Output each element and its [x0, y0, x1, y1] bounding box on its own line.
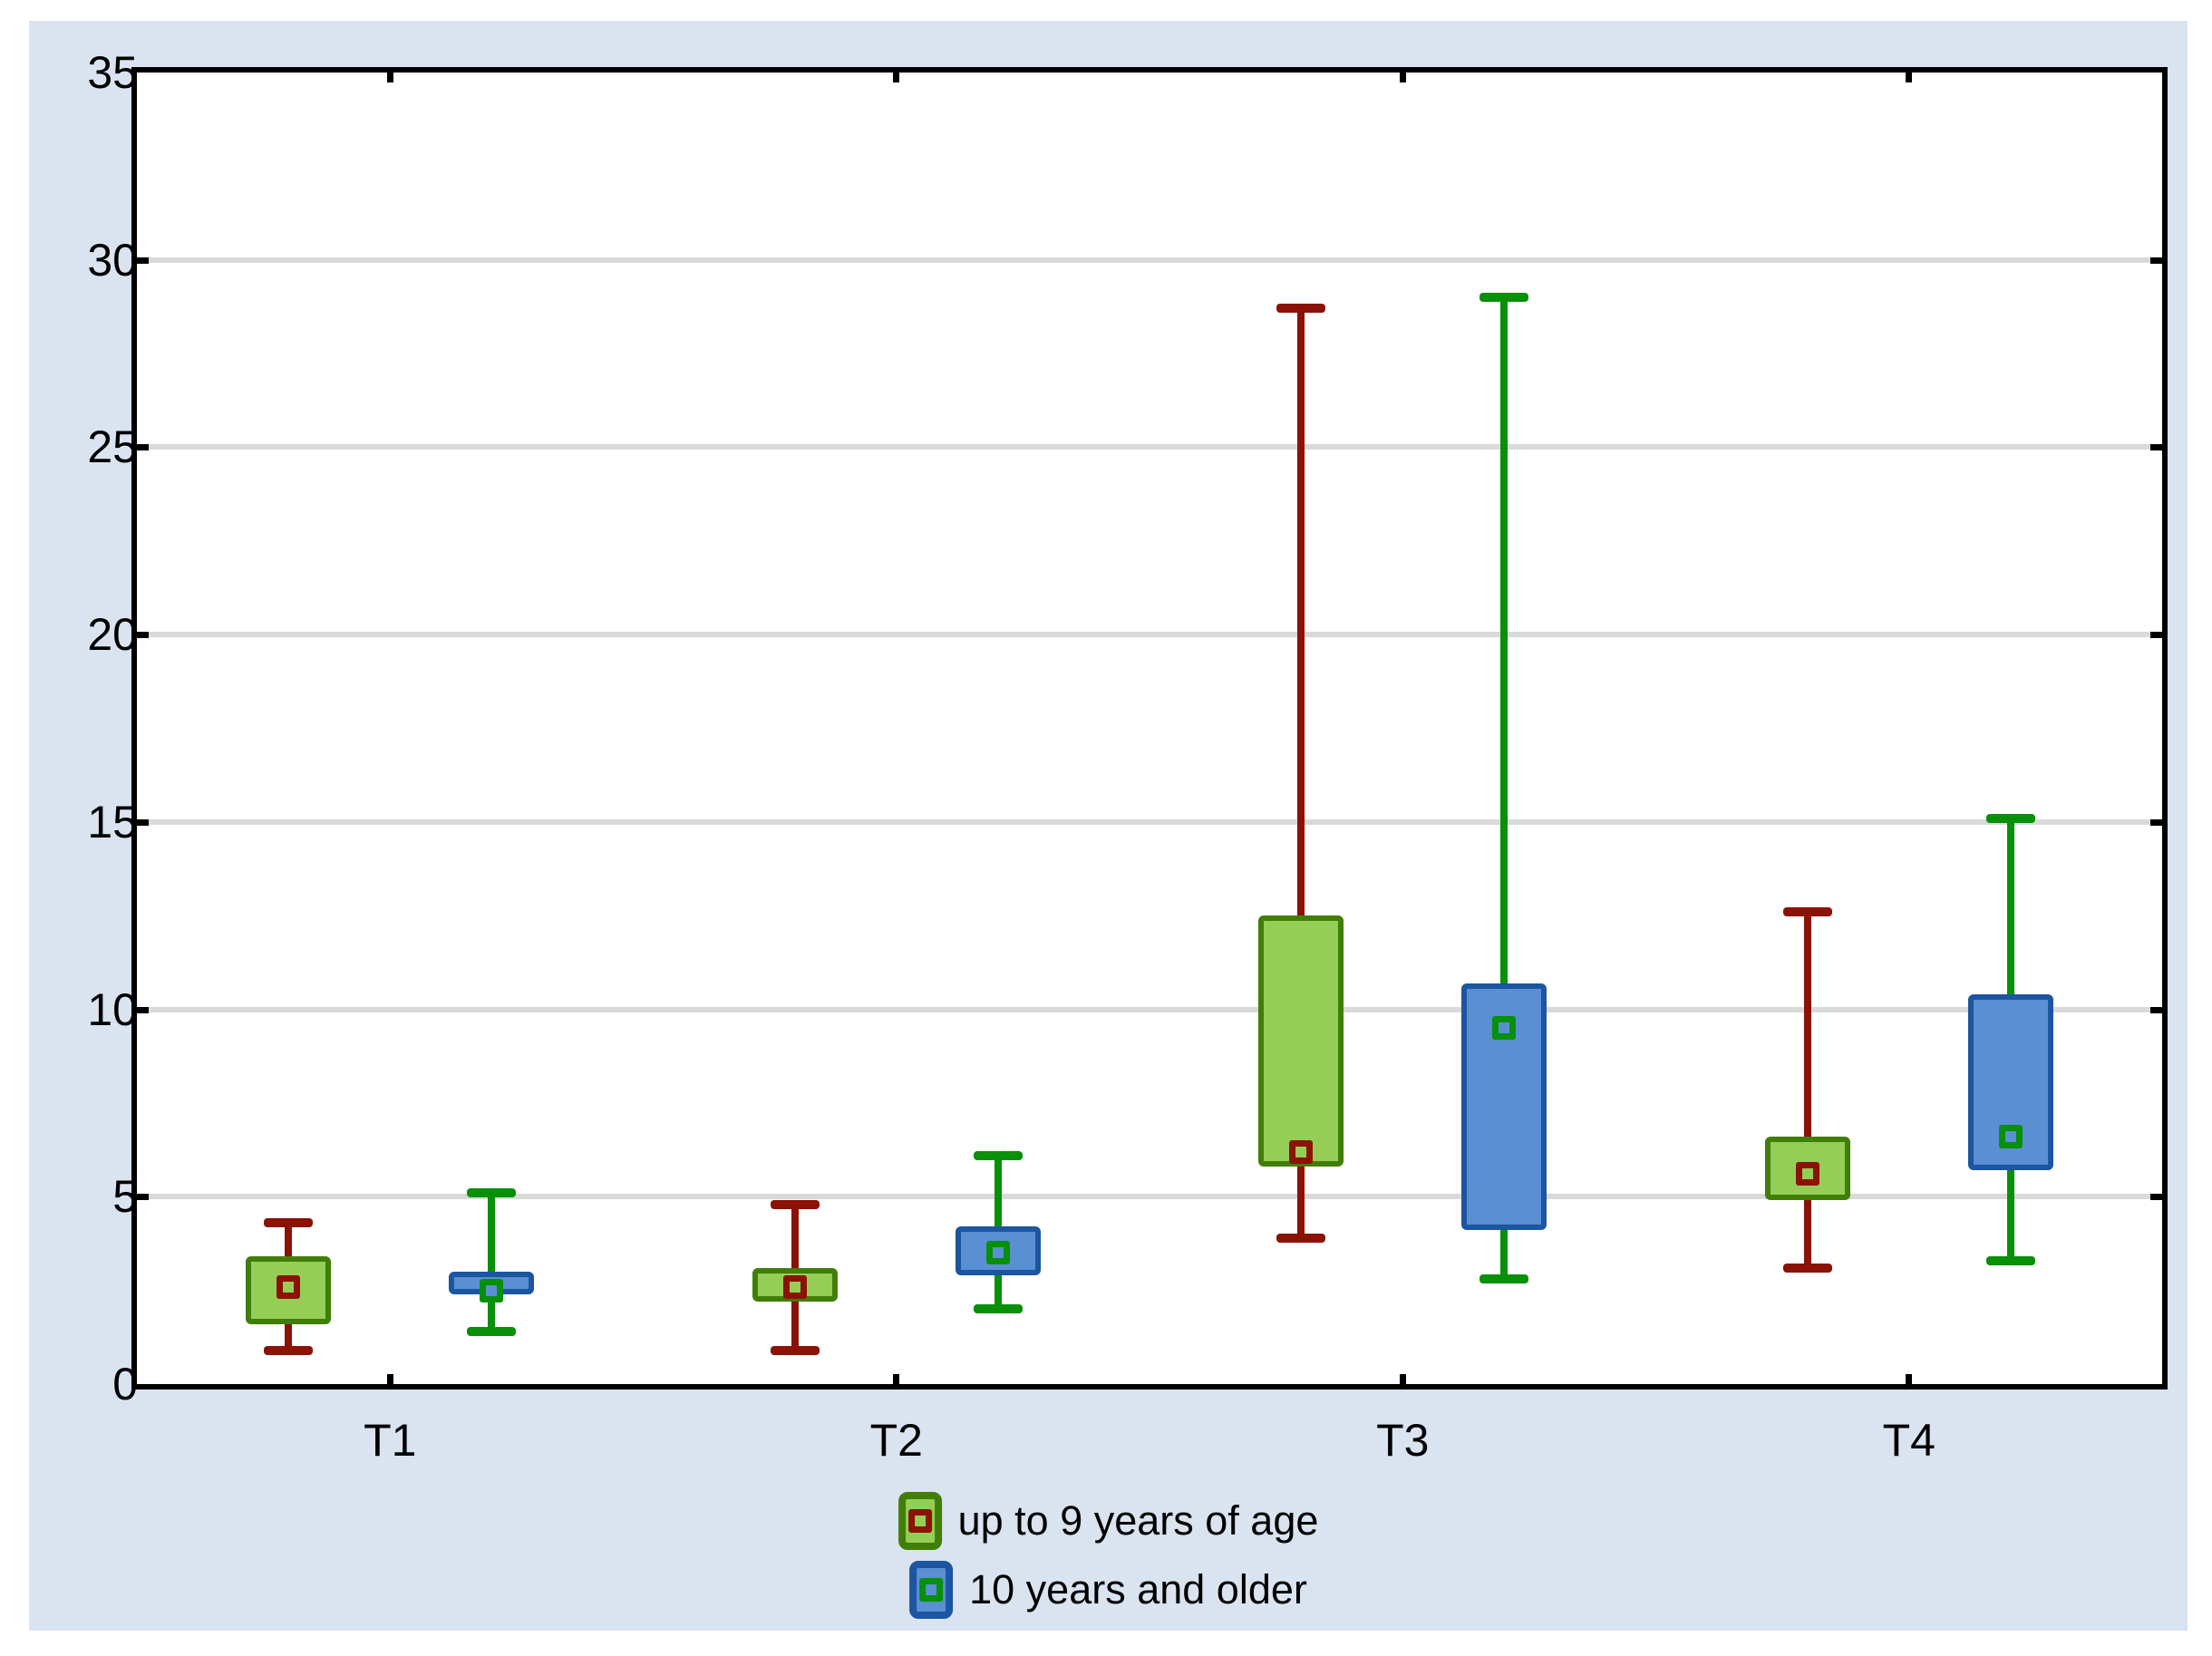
- y-axis-tick-right: [2150, 1006, 2162, 1013]
- y-tick-label: 5: [112, 1171, 138, 1223]
- whisker-cap-bottom: [1985, 1255, 2035, 1265]
- chart-canvas: up to 9 years of age 10 years and older 0…: [29, 21, 2188, 1631]
- whisker-cap-top: [1985, 813, 2035, 823]
- legend-swatch: [897, 1492, 942, 1550]
- box: [1764, 1137, 1850, 1201]
- whisker-cap-bottom: [770, 1345, 820, 1355]
- gridline: [137, 257, 2162, 263]
- y-axis-tick-right: [2150, 818, 2162, 826]
- legend-marker: [907, 1509, 932, 1533]
- median-marker: [1492, 1016, 1517, 1041]
- x-axis-tick-top: [1906, 73, 1913, 82]
- legend-item: 10 years and older: [909, 1561, 1307, 1619]
- y-tick-label: 35: [87, 47, 138, 98]
- whisker-line: [1297, 308, 1305, 1238]
- legend-marker: [919, 1578, 944, 1602]
- gridline: [137, 632, 2162, 638]
- legend: up to 9 years of age 10 years and older: [897, 1492, 1319, 1619]
- whisker-cap-bottom: [1782, 1263, 1832, 1273]
- y-tick-label: 30: [87, 234, 138, 286]
- median-marker: [1289, 1139, 1314, 1164]
- y-tick-label: 10: [87, 983, 138, 1035]
- whisker-cap-bottom: [1276, 1233, 1326, 1243]
- y-axis-tick-right: [2150, 1194, 2162, 1201]
- x-axis-tick-top: [386, 73, 393, 82]
- gridline: [137, 444, 2162, 450]
- y-axis-tick-left: [137, 818, 149, 826]
- x-axis-tick-bottom: [1399, 1374, 1406, 1384]
- gridline: [137, 818, 2162, 825]
- x-axis-tick-bottom: [386, 1374, 393, 1384]
- x-axis-tick-bottom: [1906, 1374, 1913, 1384]
- x-axis-tick-bottom: [893, 1374, 900, 1384]
- y-axis-tick-right: [2150, 444, 2162, 451]
- whisker-cap-bottom: [264, 1345, 314, 1355]
- y-tick-label: 25: [87, 421, 138, 473]
- y-tick-label: 15: [87, 796, 138, 847]
- x-axis-tick-top: [1399, 73, 1406, 82]
- whisker-cap-bottom: [1480, 1274, 1529, 1284]
- legend-item: up to 9 years of age: [897, 1492, 1319, 1550]
- y-axis-tick-left: [137, 632, 149, 639]
- y-tick-label: 0: [112, 1359, 138, 1409]
- whisker-cap-top: [467, 1188, 517, 1198]
- whisker-cap-top: [973, 1150, 1023, 1160]
- x-tick-label: T4: [1882, 1415, 1936, 1466]
- y-axis-tick-left: [137, 257, 149, 264]
- y-axis-tick-right: [2150, 257, 2162, 264]
- whisker-cap-bottom: [973, 1304, 1023, 1314]
- whisker-line: [1803, 912, 1811, 1268]
- legend-swatch: [909, 1561, 954, 1619]
- whisker-line: [488, 1193, 496, 1332]
- median-marker: [1998, 1125, 2023, 1149]
- median-marker: [1795, 1162, 1819, 1186]
- x-tick-label: T3: [1376, 1415, 1430, 1466]
- y-axis-tick-left: [137, 1194, 149, 1201]
- x-axis-tick-top: [893, 73, 900, 82]
- legend-label: up to 9 years of age: [957, 1497, 1319, 1544]
- gridline: [137, 1194, 2162, 1200]
- legend-label: 10 years and older: [969, 1566, 1307, 1612]
- whisker-cap-top: [1480, 293, 1529, 303]
- whisker-cap-top: [1276, 304, 1326, 314]
- y-axis-tick-left: [137, 1006, 149, 1013]
- median-marker: [782, 1274, 807, 1299]
- whisker-cap-top: [264, 1218, 314, 1228]
- median-marker: [985, 1241, 1010, 1265]
- median-marker: [480, 1278, 504, 1303]
- whisker-cap-top: [1782, 907, 1832, 917]
- median-marker: [276, 1274, 301, 1299]
- box: [1258, 915, 1344, 1167]
- y-axis-tick-left: [137, 444, 149, 451]
- y-tick-label: 20: [87, 609, 138, 661]
- y-axis-tick-right: [2150, 632, 2162, 639]
- gridline: [137, 1006, 2162, 1012]
- plot-area: [131, 67, 2168, 1390]
- box: [1967, 994, 2053, 1171]
- whisker-cap-bottom: [467, 1327, 517, 1337]
- x-tick-label: T1: [364, 1415, 417, 1466]
- whisker-line: [1500, 297, 1509, 1280]
- x-tick-label: T2: [869, 1415, 923, 1466]
- whisker-cap-top: [770, 1199, 820, 1209]
